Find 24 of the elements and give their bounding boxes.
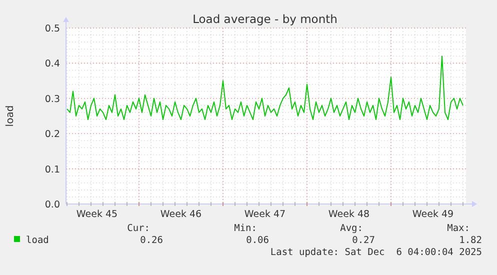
text: 0.26 [140,235,164,246]
y-tick-label: 0.1 [44,164,60,176]
y-tick-label: 0.0 [44,200,60,210]
y-tick-label: 0.4 [44,58,60,70]
x-tick-label: Week 48 [328,209,370,220]
text: Max: [447,223,470,234]
text: 0.06 [246,235,270,246]
y-tick-label: 0.2 [44,129,60,140]
y-tick-label: 0.5 [44,24,60,34]
text: Avg: [340,223,363,234]
x-tick-label: Week 46 [160,209,202,220]
x-tick-label: Week 45 [76,209,118,220]
text: Last update: Sat Dec 6 04:00:04 2025 [270,247,482,258]
line-series [66,56,464,120]
text: 0.27 [352,235,375,246]
chart-title: Load average - by month [192,12,338,26]
text: Cur: [127,223,150,234]
legend-label: load [26,235,49,246]
y-tick-label: 0.3 [44,94,60,105]
text: 1.82 [459,235,482,246]
x-tick-label: Week 47 [244,209,286,220]
text: Min: [234,223,257,234]
x-tick-label: Week 49 [412,209,454,220]
y-axis-title: load [5,105,16,127]
